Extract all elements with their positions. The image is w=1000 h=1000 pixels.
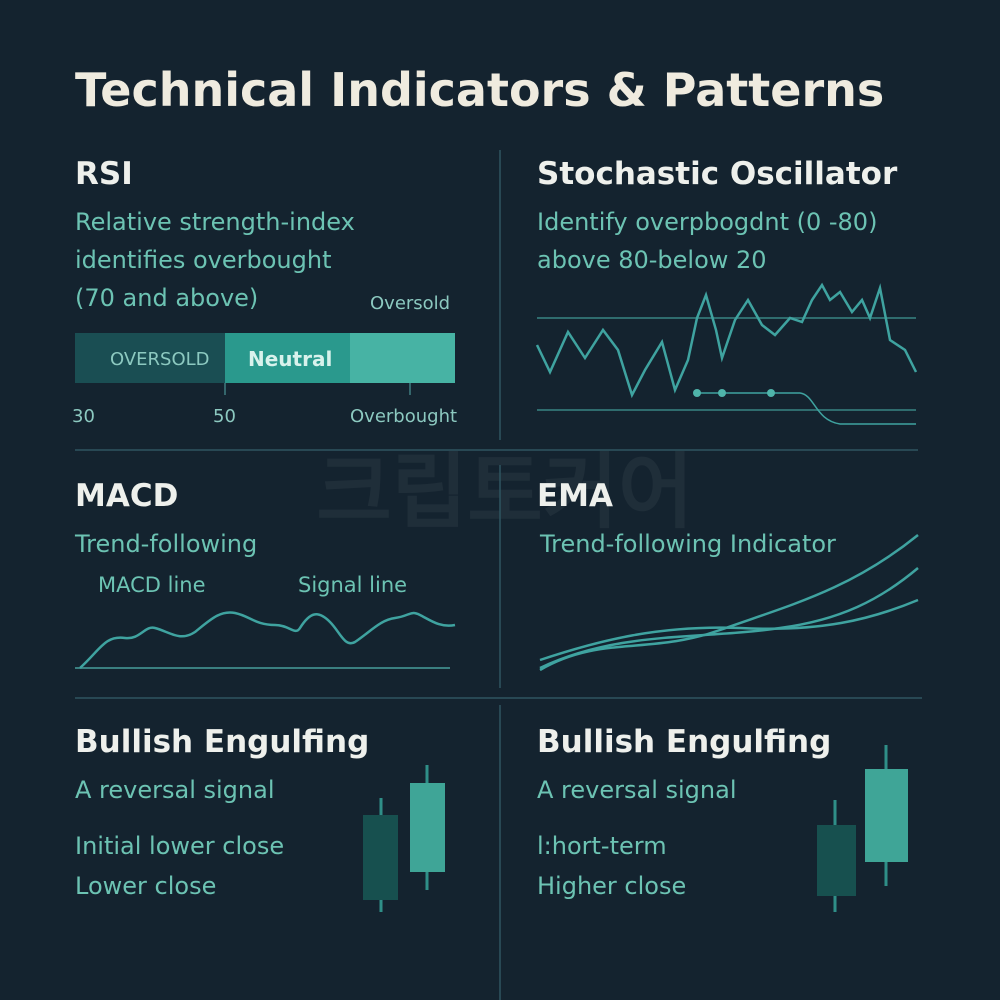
marker bbox=[693, 389, 701, 397]
candle bbox=[817, 825, 856, 896]
bar-top-label: Oversold bbox=[370, 293, 450, 314]
marker bbox=[767, 389, 775, 397]
line-label: MACD line bbox=[98, 573, 206, 597]
macd-line bbox=[79, 611, 456, 669]
bar-segment-label: OVERSOLD bbox=[110, 349, 210, 370]
panel-description: above 80-below 20 bbox=[537, 246, 767, 274]
bar-axis-label: 30 bbox=[72, 406, 95, 427]
panel-title: MACD bbox=[75, 478, 178, 514]
ema-line bbox=[539, 598, 919, 662]
panel-description: Identify overpbogdnt (0 -80) bbox=[537, 208, 877, 236]
bar-segment-label: Neutral bbox=[248, 347, 332, 371]
panel-description: A reversal signal bbox=[537, 776, 737, 804]
panel-title: Stochastic Oscillator bbox=[537, 156, 898, 192]
bar-axis-label: 50 bbox=[213, 406, 236, 427]
panel-title: Bullish Engulfing bbox=[75, 724, 369, 760]
panel-description: (70 and above) bbox=[75, 284, 258, 312]
candle bbox=[865, 769, 908, 862]
line-label: Signal line bbox=[298, 573, 407, 597]
panel-title: EMA bbox=[537, 478, 613, 514]
candle bbox=[363, 815, 398, 900]
signal-line bbox=[697, 392, 916, 425]
panel-description: Trend-following Indicator bbox=[539, 530, 836, 558]
panel-title: RSI bbox=[75, 156, 133, 192]
marker bbox=[718, 389, 726, 397]
candle bbox=[410, 783, 445, 872]
panel-description: Lower close bbox=[75, 872, 216, 900]
panel-description: Initial lower close bbox=[75, 832, 284, 860]
panel-description: l:hort-term bbox=[537, 832, 667, 860]
panel-title: Bullish Engulfing bbox=[537, 724, 831, 760]
panel-description: A reversal signal bbox=[75, 776, 275, 804]
bar-segment bbox=[75, 333, 225, 383]
watermark: 크립토커어 bbox=[316, 445, 693, 540]
panel-description: Higher close bbox=[537, 872, 686, 900]
panel-description: identifies overbought bbox=[75, 246, 331, 274]
bar-segment bbox=[350, 333, 455, 383]
bar-segment bbox=[225, 333, 350, 383]
page-title: Technical Indicators & Patterns bbox=[75, 63, 884, 117]
panel-description: Trend-following bbox=[74, 530, 257, 558]
bar-axis-label: Overbought bbox=[350, 406, 457, 427]
panel-description: Relative strength-index bbox=[75, 208, 355, 236]
ema-line bbox=[539, 534, 919, 672]
oscillator-line bbox=[535, 282, 918, 399]
